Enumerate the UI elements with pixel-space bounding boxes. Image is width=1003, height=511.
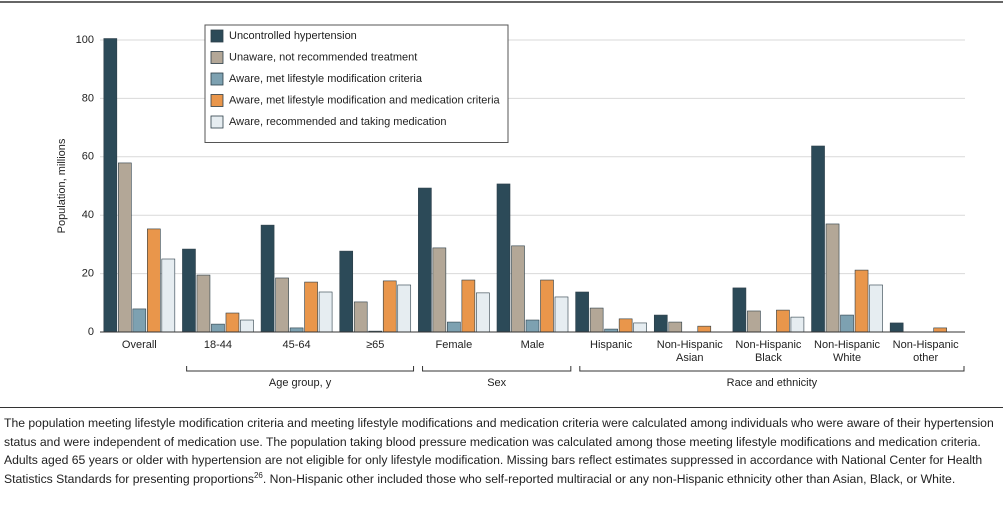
bar <box>103 38 118 333</box>
bar <box>147 228 161 333</box>
x-tick-label: Hispanic <box>590 339 633 351</box>
bar <box>118 162 132 333</box>
bar <box>240 319 254 333</box>
group-label: Age group, y <box>269 377 332 389</box>
bar <box>653 314 668 333</box>
bar <box>869 284 883 333</box>
bar <box>825 223 840 333</box>
caption-text: . Non-Hispanic other included those who … <box>262 471 956 486</box>
legend-swatch <box>210 94 224 107</box>
x-tick-label: Non-Hispanic Asian <box>656 339 723 364</box>
legend: Uncontrolled hypertension Unaware, not re… <box>204 24 509 143</box>
legend-box <box>204 24 509 143</box>
bar <box>496 183 511 333</box>
bar <box>633 322 647 333</box>
bar <box>447 321 461 333</box>
x-tick-label: Non-Hispanic White <box>814 339 881 364</box>
bar <box>353 301 368 333</box>
legend-swatch <box>210 29 224 43</box>
bar <box>668 321 683 333</box>
x-tick-label: Male <box>520 339 545 351</box>
bar <box>289 327 304 333</box>
group-bracket <box>186 366 415 372</box>
y-tick-label: 0 <box>88 326 94 338</box>
group-label: Sex <box>487 377 506 389</box>
bar <box>432 247 447 333</box>
bar <box>732 287 747 333</box>
bar <box>854 269 869 333</box>
legend-swatch <box>210 72 224 86</box>
caption-rule <box>0 407 1003 408</box>
bar <box>275 277 289 333</box>
x-tick-label: Non-Hispanic other <box>892 339 959 364</box>
bar <box>397 284 412 333</box>
y-tick-label: 20 <box>82 268 94 280</box>
bar <box>554 296 569 333</box>
group-bracket <box>422 366 572 372</box>
legend-swatch <box>210 51 224 64</box>
caption-reference: 26 <box>253 470 263 480</box>
x-tick-label: Non-Hispanic Black <box>735 339 802 364</box>
bar <box>132 308 147 333</box>
bar <box>811 145 825 333</box>
bar <box>476 292 490 333</box>
chart: Population, millions 0 20 40 60 80 100 Age gro… <box>0 1 1003 389</box>
legend-label: Aware, met lifestyle modification and me… <box>229 94 501 106</box>
bar <box>840 314 854 333</box>
y-tick-label: 80 <box>82 92 94 104</box>
bar <box>511 245 525 333</box>
bar <box>196 274 211 333</box>
bar <box>339 250 354 333</box>
bar <box>776 309 790 333</box>
bar <box>540 279 554 333</box>
bar <box>304 281 318 333</box>
y-axis-label: Population, millions <box>56 138 68 233</box>
bar <box>790 316 805 333</box>
bar <box>933 327 947 333</box>
bar <box>161 258 176 333</box>
legend-label: Aware, recommended and taking medication <box>229 116 446 128</box>
y-tick-label: 40 <box>82 209 94 221</box>
bar <box>747 310 761 333</box>
x-tick-label: Overall <box>121 339 157 351</box>
y-tick-label: 60 <box>82 151 94 163</box>
bar <box>589 307 604 333</box>
y-tick-label: 100 <box>76 34 94 46</box>
bar <box>182 248 196 333</box>
bar <box>418 187 432 333</box>
bar <box>618 318 633 333</box>
bar <box>697 325 712 333</box>
bar <box>382 280 397 333</box>
group-label: Race and ethnicity <box>727 377 818 389</box>
caption-text: The population meeting lifestyle modific… <box>4 416 994 486</box>
legend-label: Aware, met lifestyle modification criter… <box>229 73 423 85</box>
x-tick-label: Female <box>435 339 473 351</box>
bar <box>211 323 225 333</box>
caption: The population meeting lifestyle modific… <box>4 414 1000 488</box>
bar <box>575 291 589 333</box>
group-bracket <box>579 366 965 372</box>
legend-label: Unaware, not recommended treatment <box>229 51 417 63</box>
x-tick-label: 18-44 <box>203 339 233 351</box>
bar <box>461 279 476 333</box>
x-tick-label: ≥65 <box>366 339 385 351</box>
bar <box>525 319 540 333</box>
legend-label: Uncontrolled hypertension <box>229 30 357 42</box>
bar <box>889 322 904 333</box>
bar <box>318 291 333 333</box>
x-tick-label: 45-64 <box>282 339 311 351</box>
bar <box>225 312 240 333</box>
bar <box>260 224 275 333</box>
legend-swatch <box>210 115 224 129</box>
